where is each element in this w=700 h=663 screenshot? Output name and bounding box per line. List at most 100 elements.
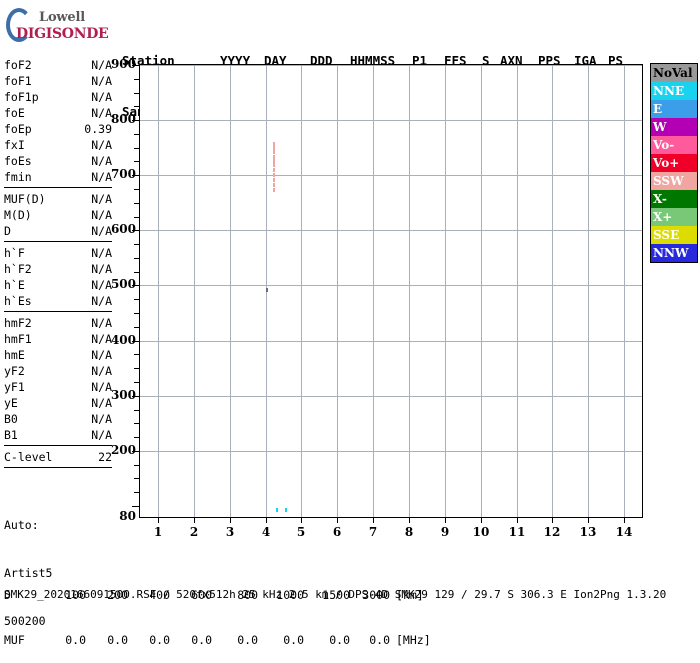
- param-value: 0.39: [84, 122, 112, 136]
- param-row: B1 N/A: [4, 427, 112, 443]
- param-row: yF1 N/A: [4, 379, 112, 395]
- param-value: 22: [98, 450, 112, 464]
- param-value: N/A: [91, 294, 112, 308]
- echo-point-ssw: [272, 150, 275, 155]
- x-axis-tick: [445, 517, 446, 523]
- gridline-vertical: [230, 65, 231, 517]
- legend-item-x-[interactable]: X+: [651, 208, 697, 226]
- param-row: hmE N/A: [4, 347, 112, 363]
- lowell-digisonde-logo: Lowell DIGISONDE: [6, 6, 109, 46]
- param-value: N/A: [91, 380, 112, 394]
- y-axis-tick: [134, 258, 140, 259]
- param-value: N/A: [91, 192, 112, 206]
- x-axis-tick: [230, 517, 231, 523]
- legend-item-noval[interactable]: NoVal: [651, 64, 697, 82]
- y-axis-tick: [134, 423, 140, 424]
- x-axis-label: 2: [189, 525, 199, 539]
- y-axis-tick: [134, 161, 140, 162]
- param-name: hmF2: [4, 316, 32, 330]
- param-name: yE: [4, 396, 18, 410]
- footer-muf-row: MUF 0.0 0.0 0.0 0.0 0.0 0.0 0.0 0.0 [MHz]: [4, 633, 431, 648]
- param-name: fmin: [4, 170, 32, 184]
- legend-item-vo-[interactable]: Vo-: [651, 136, 697, 154]
- param-row: foF1 N/A: [4, 73, 112, 89]
- param-name: h`Es: [4, 294, 32, 308]
- y-axis-label: 800: [110, 112, 136, 126]
- source-file-line: SMK29_2020166091500.RSF / 520fx512h 25 k…: [4, 588, 667, 601]
- param-value: N/A: [91, 364, 112, 378]
- distance-label: D: [4, 588, 11, 602]
- param-row: M(D) N/A: [4, 207, 112, 223]
- muf-label: MUF: [4, 633, 25, 647]
- y-axis-label: 300: [110, 388, 136, 402]
- param-value: N/A: [91, 412, 112, 426]
- legend-item-nnw[interactable]: NNW: [651, 244, 697, 262]
- param-value: N/A: [91, 224, 112, 238]
- param-row: h`E N/A: [4, 277, 112, 293]
- legend-item-ssw[interactable]: SSW: [651, 172, 697, 190]
- gridline-vertical: [624, 65, 625, 517]
- param-value: N/A: [91, 74, 112, 88]
- param-name: B0: [4, 412, 18, 426]
- x-axis-label: 14: [615, 525, 633, 539]
- muf-value: 0.0: [191, 633, 212, 647]
- legend-item-w[interactable]: W: [651, 118, 697, 136]
- y-axis-tick: [134, 203, 140, 204]
- distance-value: 1500: [322, 588, 350, 602]
- x-axis-label: 3: [225, 525, 235, 539]
- x-axis-tick: [158, 517, 159, 523]
- legend-item-sse[interactable]: SSE: [651, 226, 697, 244]
- x-axis-tick: [194, 517, 195, 523]
- distance-value: 600: [191, 588, 212, 602]
- param-row: B0 N/A: [4, 411, 112, 427]
- x-axis-label: 12: [543, 525, 561, 539]
- muf-value: 0.0: [283, 633, 304, 647]
- param-name: M(D): [4, 208, 32, 222]
- param-value: N/A: [91, 348, 112, 362]
- x-axis-label: 10: [472, 525, 490, 539]
- param-value: N/A: [91, 262, 112, 276]
- gridline-horizontal: [140, 65, 642, 66]
- param-name: hmE: [4, 348, 25, 362]
- y-axis-label: 400: [110, 333, 136, 347]
- echo-point-ssw: [272, 187, 275, 192]
- echo-point-noval: [266, 287, 269, 292]
- y-axis-tick: [132, 341, 140, 342]
- gridline-vertical: [158, 65, 159, 517]
- legend-item-x-[interactable]: X-: [651, 190, 697, 208]
- param-name: h`F: [4, 246, 25, 260]
- param-row: hmF1 N/A: [4, 331, 112, 347]
- gridline-vertical: [301, 65, 302, 517]
- gridline-vertical: [588, 65, 589, 517]
- param-value: N/A: [91, 90, 112, 104]
- param-group-1: MUF(D) N/A M(D) N/A D N/A: [4, 191, 112, 242]
- y-axis-tick: [132, 451, 140, 452]
- ionogram-plot[interactable]: 1 2 3 4 5 6 7 8 9 10 11 12 13 14 200 300 400 500 600 700 800…: [111, 57, 643, 539]
- echo-point-nne: [276, 508, 279, 513]
- echo-point-ssw: [272, 145, 275, 150]
- gridline-horizontal: [140, 230, 642, 231]
- param-value: N/A: [91, 316, 112, 330]
- param-row: h`Es N/A: [4, 293, 112, 309]
- param-name: yF2: [4, 364, 25, 378]
- muf-value: 0.0: [369, 633, 390, 647]
- muf-table: D 100 200 400 600 800 1000 1500 3000 [km] MUF 0.0 0…: [4, 558, 431, 663]
- y-axis-label: 900: [110, 57, 136, 71]
- param-value: N/A: [91, 332, 112, 346]
- legend-item-nne[interactable]: NNE: [651, 82, 697, 100]
- legend-item-e[interactable]: E: [651, 100, 697, 118]
- logo-digisonde-text: DIGISONDE: [16, 26, 109, 42]
- y-axis-tick: [134, 327, 140, 328]
- y-axis-tick: [132, 285, 140, 286]
- param-name: MUF(D): [4, 192, 46, 206]
- y-axis-tick: [134, 244, 140, 245]
- param-value: N/A: [91, 396, 112, 410]
- y-axis-label: 700: [110, 167, 136, 181]
- y-axis-tick: [134, 217, 140, 218]
- logo-lowell-text: Lowell: [39, 10, 85, 25]
- y-axis-tick: [134, 299, 140, 300]
- direction-legend: NoVal NNE E W Vo- Vo+ SSW X- X+ SSE NNW: [650, 63, 698, 263]
- param-value: N/A: [91, 138, 112, 152]
- legend-item-vo-[interactable]: Vo+: [651, 154, 697, 172]
- param-row: foEs N/A: [4, 153, 112, 169]
